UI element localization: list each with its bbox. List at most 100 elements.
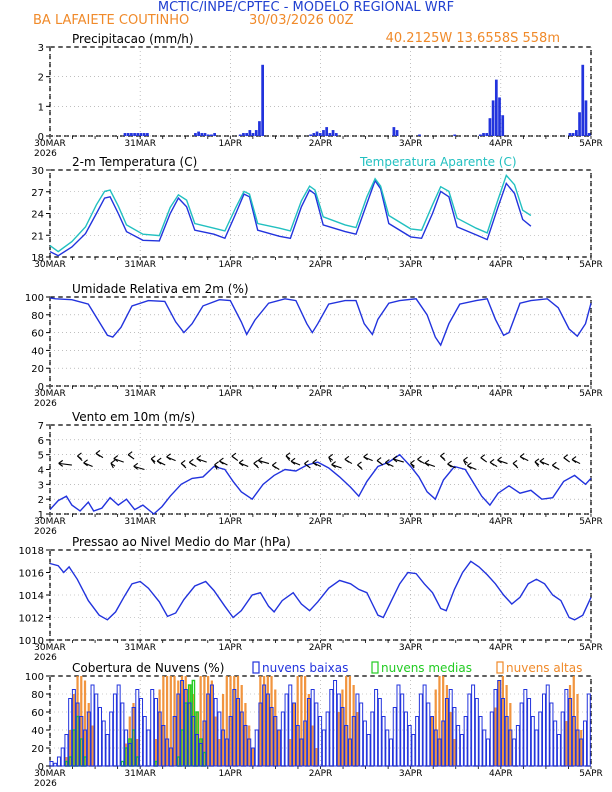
wind-vector-head (497, 459, 502, 464)
precip-title: Precipitacao (mm/h) (72, 32, 194, 46)
temp-ytick-label: 21 (31, 231, 44, 242)
cloud-high-bar (248, 725, 251, 766)
cloud-low-bar (422, 684, 427, 767)
cloud-low-bar (247, 738, 252, 767)
cloud-high-bar (296, 676, 299, 766)
cloud-high-bar (229, 676, 232, 766)
cloud-low-bar (135, 689, 140, 767)
precip-xtick-label: 4APR (489, 139, 513, 149)
wind-vector-head (95, 452, 101, 457)
cloud-low-bar (467, 693, 472, 767)
temp-xtick-label: 31MAR (124, 260, 156, 270)
precip-bar (453, 134, 457, 136)
wind-vector-head (290, 460, 296, 465)
cloud-low-bar (478, 716, 483, 767)
wind-vector-head (271, 461, 277, 466)
cloud-low-bar (471, 684, 476, 767)
wind-vector-head (328, 456, 334, 461)
cloud-low-bar (396, 684, 401, 767)
cloud-low-bar (165, 738, 170, 767)
wind-vector-head (534, 458, 540, 463)
wind-vector-head (385, 459, 390, 463)
rh-series-line (49, 297, 592, 347)
cloud-low-bar (168, 747, 173, 767)
pres-ytick-label: 1018 (19, 546, 44, 557)
cloud-low-bar (187, 702, 192, 767)
cloud-high-bar (572, 676, 575, 766)
cloud-legend-swatch (252, 661, 260, 674)
wind-vector-head (392, 455, 398, 460)
cloud-low-bar (213, 698, 218, 767)
precip-bar (203, 133, 207, 136)
precip-bar (501, 115, 505, 136)
temp-legend-label: Temperatura Aparente (C) (359, 155, 517, 169)
cloud-low-bar (377, 698, 382, 767)
cloud-high-bar (565, 721, 568, 766)
cloud-high-bar (300, 676, 303, 766)
wind-vector-head (312, 459, 318, 463)
wind-vector-head (214, 464, 219, 469)
cloud-low-bar (71, 689, 76, 767)
temp-ytick-label: 18 (31, 253, 44, 264)
cloud-high-bar (184, 676, 187, 766)
wind-vector-head (150, 455, 156, 460)
rh-xtick-label: 4APR (489, 389, 513, 399)
cloud-low-bar (116, 684, 121, 767)
wind-vector-head (77, 455, 82, 460)
precip-bar (126, 133, 130, 136)
cloud-high-bar (352, 685, 355, 766)
cloud-low-bar (426, 702, 431, 767)
cloud-low-bar (374, 689, 379, 767)
cloud-high-bar (162, 676, 165, 766)
precip-bar (248, 130, 252, 136)
cloud-low-bar (568, 698, 573, 767)
wind-vector-head (463, 456, 468, 461)
cloud-low-bar (500, 698, 505, 767)
cloud-high-bar (311, 725, 314, 766)
pres-title: Pressao ao Nivel Medio do Mar (hPa) (72, 535, 291, 549)
precip-bar (130, 133, 133, 136)
cloud-high-bar (136, 739, 139, 766)
cloud-low-bar (523, 689, 528, 767)
wind-vector-head (328, 453, 334, 458)
cloud-high-bar (165, 676, 169, 766)
cloud-low-bar (359, 702, 364, 767)
cloud-high-bar (453, 739, 456, 766)
precip-bar (574, 130, 578, 136)
cloud-low-bar (209, 684, 214, 767)
cloud-high-bar (207, 676, 210, 766)
precip-bar (395, 130, 399, 136)
cloud-low-bar (269, 707, 274, 767)
cloud-low-bar (314, 702, 319, 767)
cloud-low-bar (243, 725, 248, 767)
temp-ytick-label: 27 (31, 188, 44, 199)
precip-bar (146, 133, 149, 136)
cloud-low-bar (347, 738, 352, 767)
cloud-high-bar (270, 676, 273, 766)
cloud-low-bar (191, 716, 196, 767)
temp-title: 2-m Temperatura (C) (72, 155, 197, 169)
cloud-xtick-label: 5APR (579, 769, 603, 779)
wind-vector-head (156, 457, 162, 462)
wind-vector-head (376, 460, 382, 465)
cloud-high-bar (68, 730, 72, 766)
cloud-high-bar (218, 739, 221, 766)
cloud-low-bar (139, 698, 144, 767)
cloud-low-bar (355, 693, 360, 767)
wind-vector-head (312, 462, 318, 466)
cloud-high-bar (277, 730, 281, 766)
cloud-low-bar (519, 702, 524, 767)
cloud-high-bar (494, 707, 497, 766)
precip-xtick-label: 5APR (579, 139, 603, 149)
pres-ytick-label: 1014 (19, 591, 44, 602)
cloud-title: Cobertura de Nuvens (%) (72, 661, 224, 675)
cloud-low-bar (545, 684, 550, 767)
wind-xtick-label: 5APR (579, 517, 603, 527)
wind-vector-head (180, 459, 186, 464)
cloud-low-bar (333, 680, 338, 767)
station-coords: 40.2125W 13.6558S 558m (386, 31, 560, 46)
precip-bar (322, 130, 325, 136)
cloud-low-bar (560, 711, 565, 767)
wind-vector-head (188, 461, 194, 466)
